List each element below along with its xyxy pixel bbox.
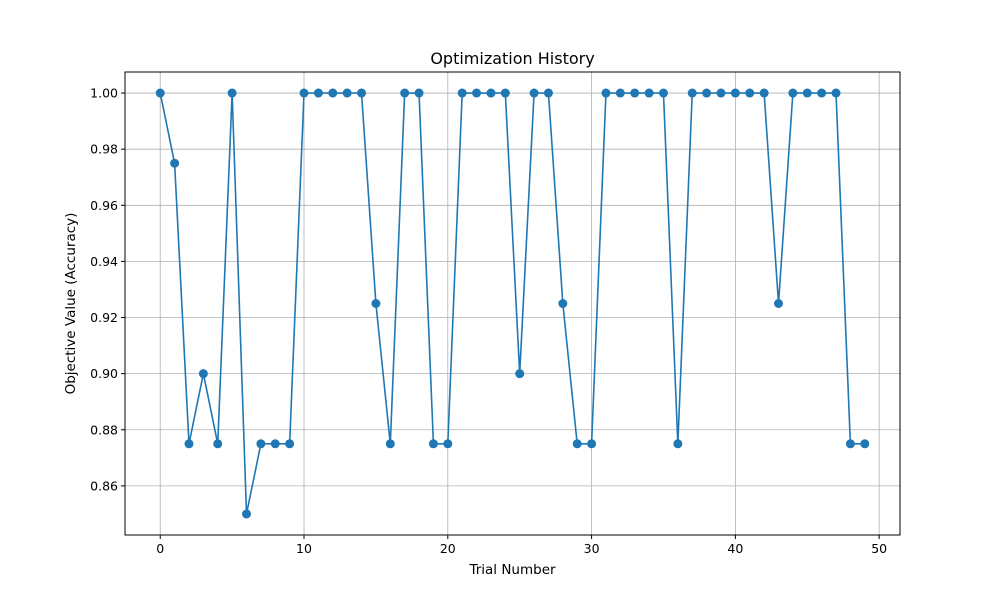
data-point (730, 88, 740, 98)
data-point (299, 88, 309, 98)
x-tick-label: 0 (156, 541, 164, 556)
x-tick-label: 10 (296, 541, 312, 556)
ticks-layer: 0 10 20 30 40 50 0.86 0.88 0.90 0.92 0.94 0.96 0.98 1… (90, 86, 887, 556)
data-point (241, 509, 251, 519)
data-point (414, 88, 424, 98)
data-point (328, 88, 338, 98)
y-tick-label: 0.94 (90, 254, 118, 269)
data-point (860, 439, 870, 449)
data-point (831, 88, 841, 98)
data-point (802, 88, 812, 98)
series-layer (155, 88, 870, 519)
data-point (601, 88, 611, 98)
y-tick-label: 1.00 (90, 86, 118, 101)
data-point (817, 88, 827, 98)
data-point (342, 88, 352, 98)
plot-frame (124, 71, 901, 536)
data-point (457, 88, 467, 98)
data-point (486, 88, 496, 98)
data-point (716, 88, 726, 98)
data-point (285, 439, 295, 449)
data-point (500, 88, 510, 98)
data-point (543, 88, 553, 98)
data-point (558, 299, 568, 308)
x-tick-label: 20 (440, 541, 456, 556)
data-point (587, 439, 597, 449)
data-point (529, 88, 539, 98)
x-tick-label: 40 (727, 541, 743, 556)
data-point (198, 369, 208, 379)
data-point (745, 88, 755, 98)
data-point (443, 439, 453, 449)
data-point (630, 88, 640, 98)
data-point (428, 439, 438, 449)
data-point (213, 439, 223, 449)
data-point (572, 439, 582, 449)
data-point (227, 88, 237, 98)
data-point (845, 439, 855, 449)
data-point (313, 88, 323, 98)
chart-title: Optimization History (430, 49, 594, 68)
x-tick-label: 30 (584, 541, 600, 556)
data-point (256, 439, 266, 449)
data-point (155, 88, 165, 98)
y-tick-label: 0.98 (90, 142, 118, 157)
y-tick-label: 0.96 (90, 198, 118, 213)
x-axis-label: Trial Number (468, 562, 556, 578)
y-tick-label: 0.86 (90, 478, 118, 493)
data-point (371, 299, 381, 308)
data-point (400, 88, 410, 98)
data-point (658, 88, 668, 98)
data-point (644, 88, 654, 98)
data-point (184, 439, 194, 449)
y-tick-label: 0.90 (90, 366, 118, 381)
grid-layer (125, 72, 900, 535)
x-tick-label: 50 (871, 541, 887, 556)
y-tick-label: 0.92 (90, 310, 118, 325)
data-point (673, 439, 683, 449)
data-point (357, 88, 367, 98)
data-point (515, 369, 525, 379)
data-point (774, 299, 784, 308)
y-axis-label: Objective Value (Accuracy) (63, 213, 79, 395)
data-point (472, 88, 482, 98)
data-point (702, 88, 712, 98)
data-point (687, 88, 697, 98)
data-point (385, 439, 395, 449)
data-point (788, 88, 798, 98)
y-tick-label: 0.88 (90, 422, 118, 437)
data-point (759, 88, 769, 98)
data-point (270, 439, 280, 449)
data-point (170, 158, 180, 168)
data-point (615, 88, 625, 98)
